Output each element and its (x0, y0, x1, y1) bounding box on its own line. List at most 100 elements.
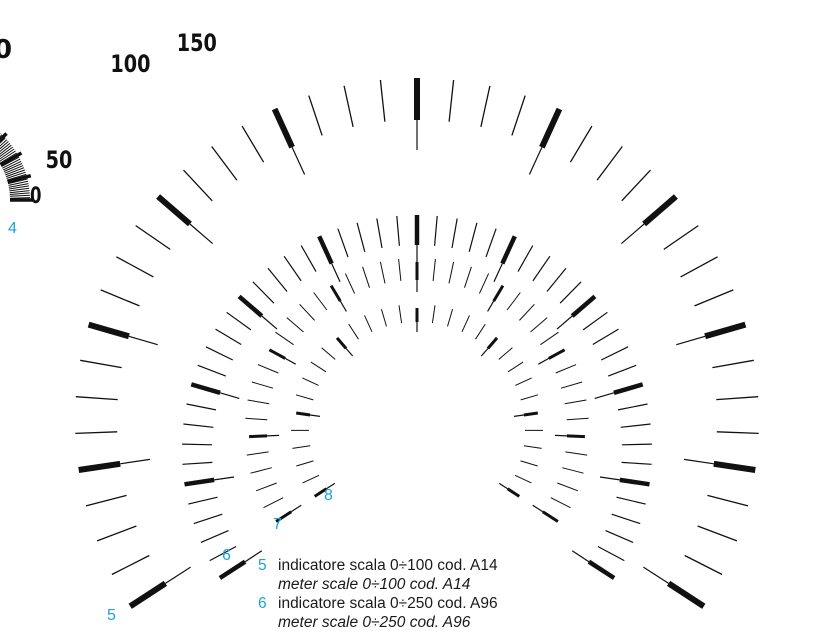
scale-7-minor-tick (399, 259, 401, 281)
scale-8-minor-tick (303, 475, 319, 483)
scale-7-minor-tick (567, 418, 589, 420)
scale-6-minor-tick (201, 531, 229, 543)
scale-6-tick-stub (600, 477, 620, 480)
scale-7-minor-tick (561, 382, 582, 388)
scale-6-tick-stub (220, 393, 239, 399)
scale-5-major-tick (705, 325, 745, 337)
scale-5-minor-tick (86, 495, 127, 506)
scale-6-minor-tick (301, 246, 316, 272)
scale-4-labels: 0 50 100 150 0 (0, 30, 217, 209)
scale-5-tick-stub (292, 147, 305, 174)
scale-6-minor-tick (593, 329, 619, 344)
scale-6-tick-stub (572, 551, 589, 562)
scale-8-minor-tick (302, 378, 318, 386)
scale-7-major-tick (331, 286, 340, 302)
scale-5-major-tick (158, 197, 190, 225)
scale-6-minor-tick (253, 282, 274, 303)
scale-6-minor-tick (583, 312, 607, 330)
scale-7-minor-tick (540, 332, 558, 345)
scale-6-minor-tick (601, 347, 628, 360)
scale-6-minor-tick (435, 216, 438, 246)
scale-5-major-tick (542, 109, 560, 147)
scale-6-minor-tick (188, 497, 217, 504)
legend-item-5-en: meter scale 0÷100 cod. A14 (258, 575, 498, 594)
scale-8-major-tick (488, 338, 497, 349)
scale-5-major-tick (79, 464, 121, 470)
scale-5-minor-tick (76, 397, 118, 400)
scale-8-minor-tick (296, 461, 313, 466)
scale-5-minor-tick (101, 290, 140, 306)
scale-7-minor-tick (557, 483, 578, 491)
scale-8-minor-tick (521, 461, 538, 466)
scale-6-tick-stub (595, 393, 614, 399)
scale-6-minor-tick (452, 219, 457, 249)
scale-8-minor-tick (524, 446, 542, 449)
scale-8-tick-stub (514, 415, 524, 416)
scale-6-minor-tick (397, 216, 400, 246)
scale-6-minor-tick (198, 365, 226, 376)
scale-6-major-tick (220, 562, 245, 578)
scale-7-minor-tick (565, 452, 587, 455)
scale-5-minor-tick (212, 147, 237, 181)
scale-5-minor-tick (695, 290, 734, 306)
scale-5-minor-tick (112, 556, 149, 575)
scale-7-minor-tick (562, 468, 583, 474)
scale-8-tick-stub (499, 483, 507, 488)
scale-8-minor-tick (365, 315, 373, 331)
scale-5-minor-tick (116, 257, 153, 277)
scale-8-tick-stub (310, 415, 320, 416)
scale-8-minor-tick (462, 315, 470, 331)
scale-6-minor-tick (357, 223, 365, 252)
scale-7-minor-tick (251, 468, 272, 474)
scale-8-minor-tick (311, 362, 326, 372)
callout-6: 6 (222, 548, 231, 564)
scale-5-major-tick (644, 197, 676, 225)
scale-7-minor-tick (264, 498, 284, 508)
scale-5-major-tick (714, 464, 756, 470)
scale-5-tick-stub (621, 224, 644, 244)
scale-7-major-tick (543, 512, 558, 522)
scale-6-minor-tick (560, 282, 581, 303)
scale-6-minor-tick (612, 514, 641, 523)
scale-6-major-tick (614, 384, 643, 392)
scale-7-major-tick (249, 436, 267, 437)
scale-6-minor-tick (469, 223, 477, 252)
legend-text-en: meter scale 0÷250 cod. A96 (278, 614, 470, 631)
scale-5-tick-stub (676, 336, 705, 344)
scale-6-minor-tick (622, 444, 652, 445)
scale-5-tick-stub (190, 224, 213, 244)
scale-8-minor-tick (292, 446, 310, 449)
scale-7-minor-tick (252, 382, 273, 388)
scale-7-major-tick (494, 286, 503, 302)
scale-7-minor-tick (314, 293, 327, 311)
scale-5-minor-tick (309, 96, 322, 136)
scale-8-major-tick (337, 338, 346, 349)
scale-6-minor-tick (216, 329, 242, 344)
scale-6-major-tick (239, 296, 262, 316)
scale-7-tick-stub (291, 505, 301, 512)
scale-8-minor-tick (448, 309, 453, 326)
legend-text-it: indicatore scala 0÷100 cod. A14 (278, 557, 498, 574)
scale-6-major-tick (319, 236, 332, 263)
scale-6-minor-tick (617, 497, 646, 504)
scale-8-minor-tick (349, 324, 359, 339)
scale-8-major-tick (508, 489, 520, 497)
scale-6-tick-stub (557, 316, 572, 329)
scale-7-tick-stub (267, 435, 279, 436)
scale-4-minor-tick (10, 193, 30, 195)
scale-5-minor-tick (136, 226, 171, 250)
scale-7-tick-stub (285, 358, 296, 364)
scale-5-minor-tick (681, 257, 718, 277)
scale-7-minor-tick (556, 365, 576, 373)
scale-5-tick-stub (684, 459, 714, 463)
scale-7-minor-tick (258, 365, 278, 373)
scale-6-minor-tick (182, 462, 212, 464)
scale-5-minor-tick (664, 226, 699, 250)
callout-8: 8 (324, 488, 333, 504)
scale-5-minor-tick (570, 126, 592, 162)
scale-6-minor-tick (338, 229, 348, 257)
scale-6-minor-tick (598, 547, 624, 561)
